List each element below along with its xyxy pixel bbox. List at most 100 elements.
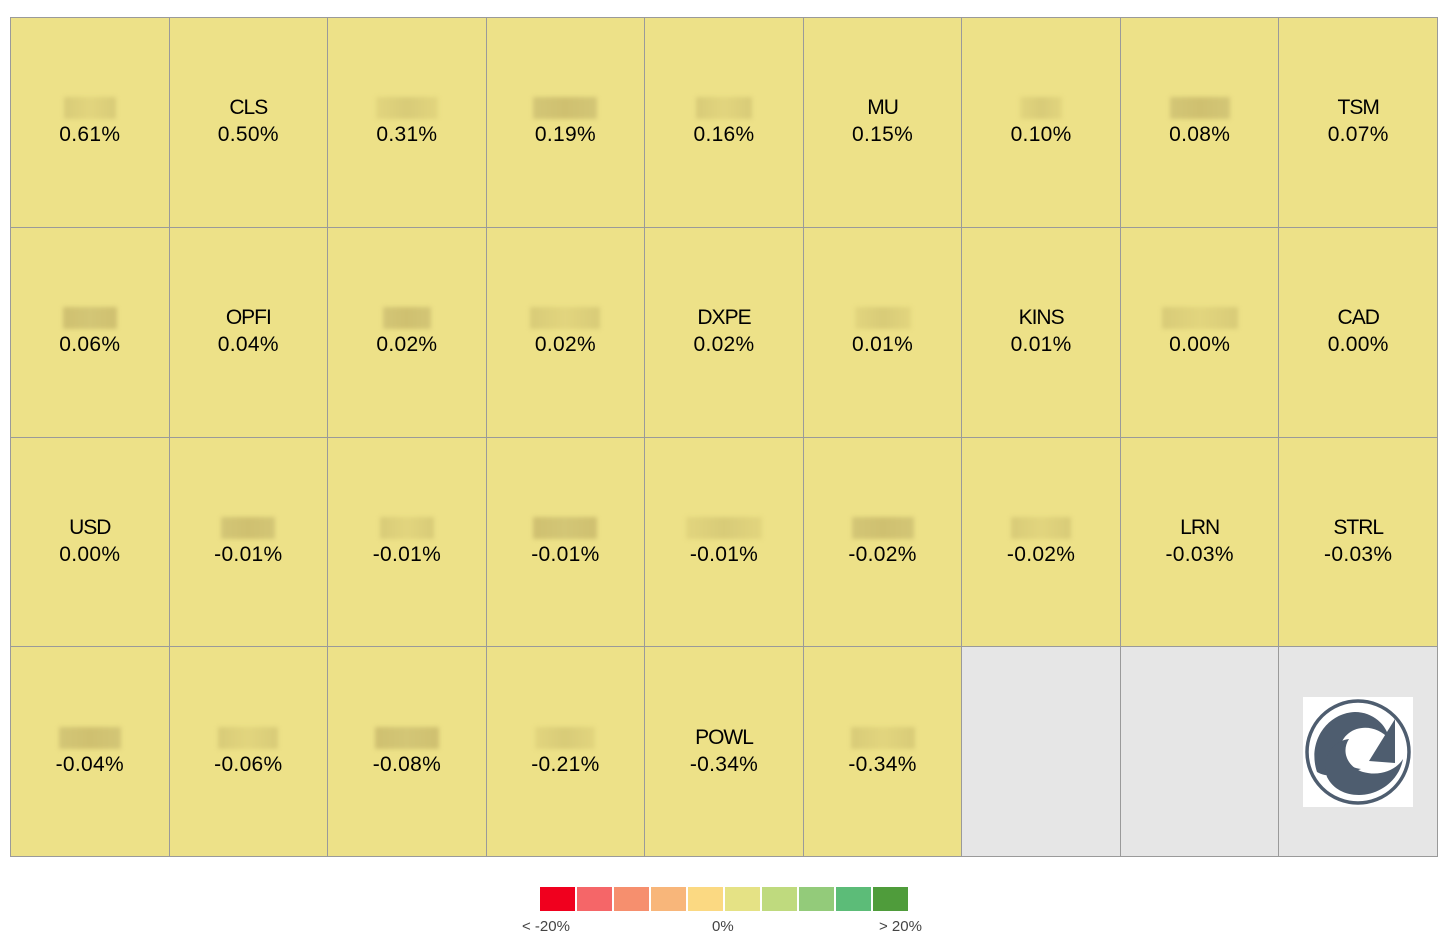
legend-min-label: < -20% bbox=[522, 918, 570, 935]
cell-ticker-label: STRL bbox=[1333, 515, 1384, 539]
legend-swatch bbox=[688, 887, 725, 911]
cell-percent-value: -0.01% bbox=[689, 542, 759, 566]
heatmap-cell: -0.01% bbox=[486, 437, 646, 648]
cell-percent-value: 0.06% bbox=[59, 333, 121, 357]
heatmap-cell: -0.21% bbox=[486, 647, 646, 857]
heatmap-cell: TSM 0.07% bbox=[1279, 18, 1438, 228]
heatmap-cell: 0.08% bbox=[1120, 18, 1280, 228]
redacted-ticker bbox=[221, 515, 276, 541]
redacted-ticker bbox=[533, 95, 598, 121]
cell-percent-value: -0.01% bbox=[214, 542, 283, 566]
heatmap-cell: -0.02% bbox=[803, 437, 963, 648]
cell-percent-value: 0.16% bbox=[693, 123, 755, 147]
redacted-ticker bbox=[685, 515, 762, 541]
cell-percent-value: 0.31% bbox=[376, 123, 438, 147]
cell-percent-value: -0.02% bbox=[848, 542, 917, 566]
legend-swatch bbox=[614, 887, 651, 911]
cell-ticker-label: MU bbox=[867, 96, 899, 120]
cell-percent-value: -0.08% bbox=[372, 752, 442, 776]
heatmap-cell: OPFI 0.04% bbox=[169, 227, 329, 438]
cell-percent-value: 0.04% bbox=[217, 333, 279, 357]
cell-ticker-label: KINS bbox=[1018, 306, 1065, 330]
redacted-ticker bbox=[850, 725, 915, 751]
redacted-ticker bbox=[695, 95, 752, 121]
cell-percent-value: 0.01% bbox=[852, 333, 914, 357]
redacted-ticker bbox=[1011, 515, 1072, 541]
cell-ticker-label: POWL bbox=[695, 725, 754, 749]
legend-swatch bbox=[651, 887, 688, 911]
logo bbox=[1303, 696, 1414, 807]
cell-percent-value: -0.34% bbox=[689, 752, 759, 776]
redacted-ticker bbox=[218, 725, 279, 751]
cell-ticker-label: OPFI bbox=[225, 306, 272, 330]
color-legend bbox=[540, 887, 908, 911]
cell-percent-value: -0.01% bbox=[372, 542, 442, 566]
legend-max-label: > 20% bbox=[879, 918, 922, 935]
cell-percent-value: 0.07% bbox=[1327, 123, 1389, 147]
empty-cell bbox=[1279, 647, 1438, 857]
cell-percent-value: -0.21% bbox=[531, 752, 600, 776]
heatmap-cell: -0.01% bbox=[645, 437, 804, 648]
redacted-ticker bbox=[854, 305, 911, 331]
redacted-ticker bbox=[1161, 305, 1238, 331]
cell-ticker-label: TSM bbox=[1337, 96, 1380, 120]
redacted-ticker bbox=[375, 95, 438, 121]
redacted-ticker bbox=[1169, 95, 1230, 121]
cell-percent-value: 0.19% bbox=[534, 123, 596, 147]
heatmap-cell: 0.02% bbox=[328, 227, 487, 438]
cell-ticker-label: USD bbox=[69, 515, 111, 539]
heatmap-cell: STRL -0.03% bbox=[1279, 437, 1438, 648]
cell-percent-value: -0.06% bbox=[214, 752, 283, 776]
heatmap-cell: -0.01% bbox=[169, 437, 329, 648]
redacted-ticker bbox=[374, 725, 439, 751]
legend-color-bar bbox=[540, 887, 908, 911]
heatmap-cell: 0.31% bbox=[328, 18, 487, 228]
cell-percent-value: 0.15% bbox=[852, 123, 914, 147]
redacted-ticker bbox=[533, 515, 598, 541]
heatmap-cell: 0.16% bbox=[645, 18, 804, 228]
cell-percent-value: 0.50% bbox=[217, 123, 279, 147]
heatmap-cell: 0.00% bbox=[1120, 227, 1280, 438]
legend-swatch bbox=[836, 887, 873, 911]
heatmap-cell: 0.02% bbox=[486, 227, 646, 438]
cell-percent-value: -0.01% bbox=[531, 542, 600, 566]
heatmap-cell: USD 0.00% bbox=[11, 437, 170, 648]
cell-percent-value: 0.02% bbox=[693, 333, 755, 357]
cell-ticker-label: LRN bbox=[1180, 515, 1220, 539]
redacted-ticker bbox=[379, 515, 434, 541]
redacted-ticker bbox=[382, 305, 431, 331]
redacted-ticker bbox=[530, 305, 601, 331]
cell-percent-value: 0.61% bbox=[59, 123, 121, 147]
cell-percent-value: 0.10% bbox=[1010, 123, 1072, 147]
heatmap-cell: POWL -0.34% bbox=[645, 647, 804, 857]
cell-percent-value: -0.03% bbox=[1165, 542, 1234, 566]
heatmap-cell: 0.61% bbox=[11, 18, 170, 228]
cell-percent-value: 0.02% bbox=[534, 333, 596, 357]
legend-swatch bbox=[799, 887, 836, 911]
cell-percent-value: -0.02% bbox=[1006, 542, 1076, 566]
cell-percent-value: 0.00% bbox=[1327, 333, 1389, 357]
legend-mid-label: 0% bbox=[712, 918, 734, 935]
redacted-ticker bbox=[851, 515, 914, 541]
legend-swatch bbox=[762, 887, 799, 911]
empty-cell bbox=[962, 647, 1121, 857]
legend-swatch bbox=[540, 887, 577, 911]
heatmap-cell: LRN -0.03% bbox=[1120, 437, 1280, 648]
heatmap-grid: 0.61% CLS 0.50% 0.31% 0.19% 0.16% MU 0.15% 0.10%… bbox=[10, 17, 1438, 857]
heatmap-cell: -0.04% bbox=[11, 647, 170, 857]
cell-ticker-label: CLS bbox=[229, 96, 268, 120]
cell-percent-value: 0.00% bbox=[59, 542, 121, 566]
heatmap-cell: -0.01% bbox=[328, 437, 487, 648]
cell-percent-value: 0.00% bbox=[1169, 333, 1231, 357]
cell-percent-value: 0.02% bbox=[376, 333, 438, 357]
redacted-ticker bbox=[63, 95, 116, 121]
cell-percent-value: -0.04% bbox=[55, 752, 124, 776]
empty-cell bbox=[1120, 647, 1280, 857]
heatmap-cell: 0.10% bbox=[962, 18, 1121, 228]
heatmap-cell: KINS 0.01% bbox=[962, 227, 1121, 438]
redacted-ticker bbox=[535, 725, 596, 751]
redacted-ticker bbox=[58, 725, 121, 751]
cell-ticker-label: CAD bbox=[1337, 306, 1380, 330]
heatmap-cell: -0.34% bbox=[803, 647, 963, 857]
cell-percent-value: -0.34% bbox=[848, 752, 917, 776]
